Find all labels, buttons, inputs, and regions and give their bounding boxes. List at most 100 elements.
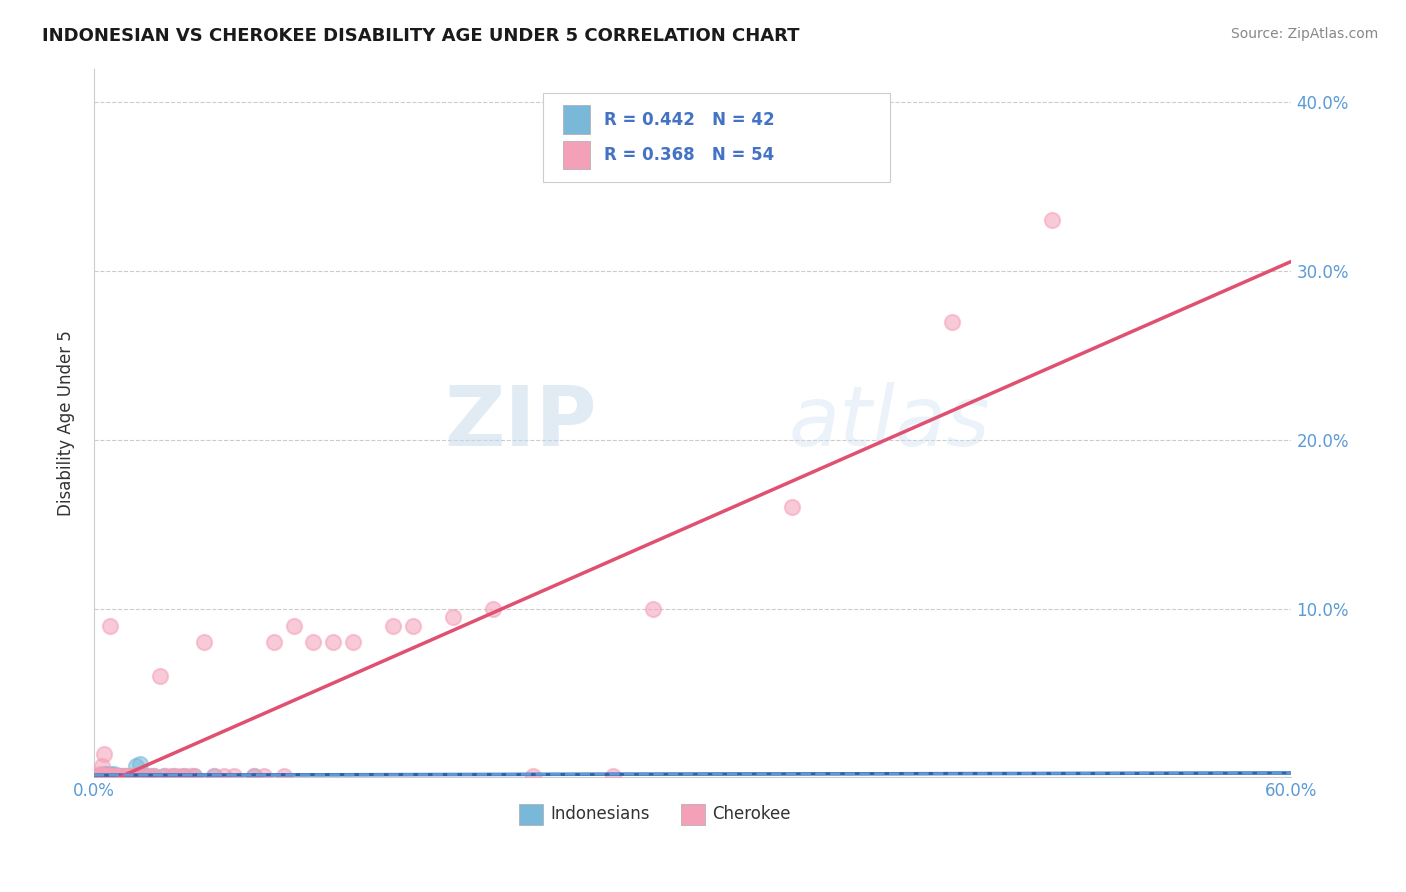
Y-axis label: Disability Age Under 5: Disability Age Under 5 [58,330,75,516]
Point [90,769,112,783]
Bar [564,105,589,134]
Point [142,769,165,783]
Point [179,769,201,783]
Point [103,769,125,783]
Point [89,769,111,783]
Point [139,769,162,783]
Point [98,769,121,783]
Point [98,767,121,781]
Point [93,769,115,783]
Point [152,769,174,783]
Point [132,769,155,783]
Point [97,769,120,783]
Point [103,769,125,783]
Point [89,769,111,783]
Point [108,769,131,783]
Point [402,618,425,632]
Point [104,769,127,783]
Point [93,767,115,781]
Point [242,769,264,783]
Point [118,769,141,783]
Point [163,769,186,783]
Point [183,769,205,783]
Point [128,756,150,771]
Point [94,767,117,781]
Point [101,769,124,783]
Point [152,769,174,783]
Point [93,769,115,783]
Point [93,747,115,761]
Point [103,767,125,781]
Text: R = 0.442   N = 42: R = 0.442 N = 42 [605,111,775,128]
Point [107,769,129,783]
Text: ZIP: ZIP [444,383,598,464]
Point [132,769,155,783]
Point [202,769,225,783]
Point [122,769,145,783]
Point [127,769,149,783]
Point [159,769,181,783]
Point [112,769,135,783]
Point [90,769,112,783]
Text: Cherokee: Cherokee [711,805,790,823]
Point [98,769,121,783]
Text: atlas: atlas [789,383,990,464]
Bar [519,804,543,825]
Point [782,500,804,515]
Text: R = 0.368   N = 54: R = 0.368 N = 54 [605,146,775,164]
Point [173,769,195,783]
Point [93,769,115,783]
Point [193,635,215,649]
Point [89,769,111,783]
Point [242,769,264,783]
Point [441,610,464,624]
Point [112,769,135,783]
Point [104,769,127,783]
Point [263,635,285,649]
Point [94,769,117,783]
Point [222,769,245,783]
Point [169,769,191,783]
Point [139,769,162,783]
Point [382,618,405,632]
Point [252,769,274,783]
Point [93,769,115,783]
Point [342,635,364,649]
FancyBboxPatch shape [543,94,890,182]
Point [89,767,111,781]
Point [1040,213,1063,227]
Point [482,601,505,615]
Text: Source: ZipAtlas.com: Source: ZipAtlas.com [1230,27,1378,41]
Point [118,769,141,783]
Point [111,769,134,783]
Point [183,769,205,783]
Point [87,769,110,783]
Point [108,769,131,783]
Point [107,769,129,783]
Point [522,769,544,783]
Point [202,769,225,783]
Point [90,769,112,783]
Point [97,769,120,783]
Text: Indonesians: Indonesians [550,805,650,823]
Point [97,769,120,783]
Point [142,769,165,783]
Point [101,769,124,783]
Point [87,769,110,783]
Point [149,669,172,683]
Point [322,635,344,649]
Point [641,601,664,615]
Text: INDONESIAN VS CHEROKEE DISABILITY AGE UNDER 5 CORRELATION CHART: INDONESIAN VS CHEROKEE DISABILITY AGE UN… [42,27,800,45]
Point [117,769,139,783]
Point [132,769,155,783]
Point [302,635,325,649]
Point [94,769,117,783]
Bar [681,804,704,825]
Point [212,769,235,783]
Point [115,769,138,783]
Point [101,769,124,783]
Point [163,769,186,783]
Point [97,769,120,783]
Point [98,618,121,632]
Point [173,769,195,783]
